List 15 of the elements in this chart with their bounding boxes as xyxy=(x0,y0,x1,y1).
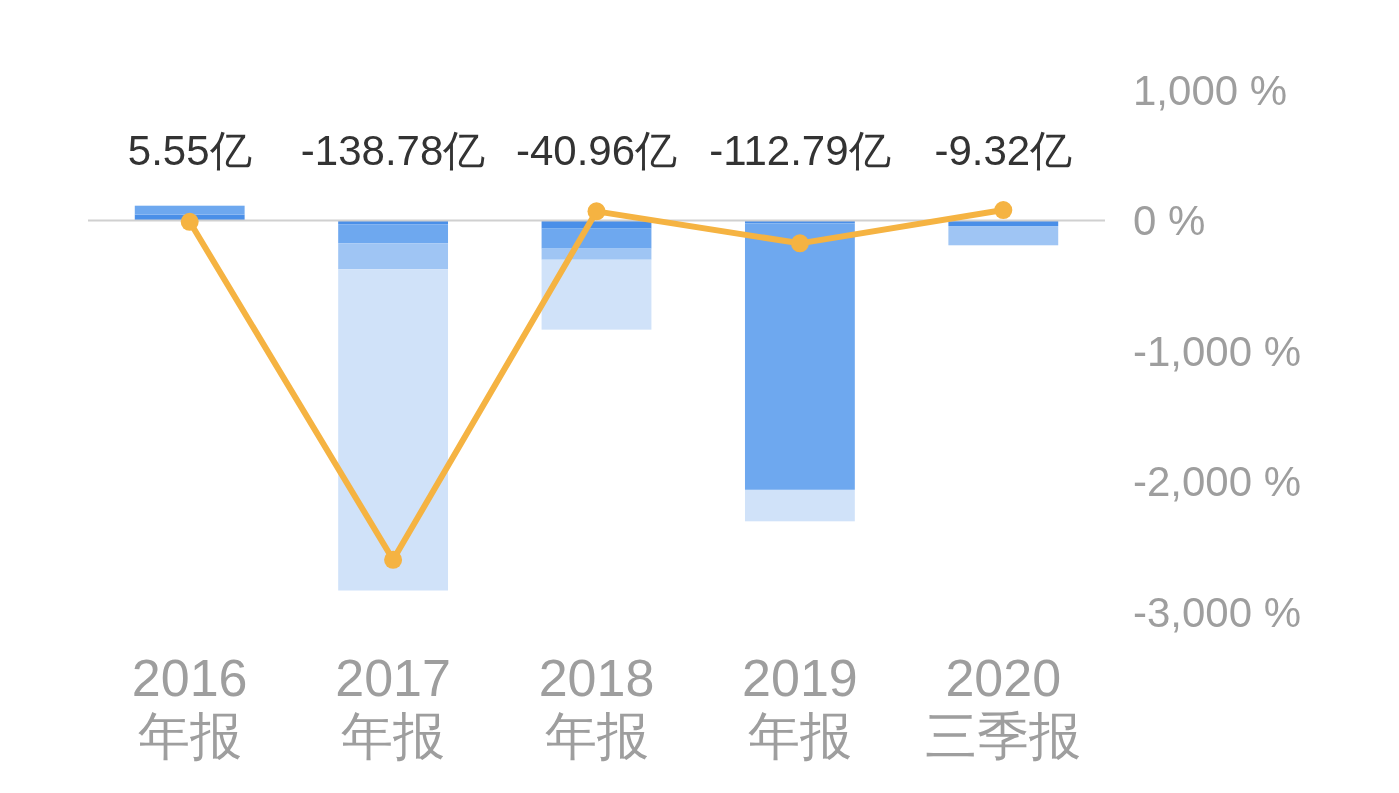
y-tick-label: -2,000 % xyxy=(1133,458,1302,505)
x-tick-label: 2017 年报 xyxy=(335,649,451,765)
annotation: -9.32亿 xyxy=(934,126,1073,174)
x-tick-label: 2019 年报 xyxy=(742,649,858,765)
annotation: -40.96亿 xyxy=(515,126,678,174)
x-tick-label: 2016 年报 xyxy=(131,649,248,765)
annotation: 5.55亿 xyxy=(127,126,252,174)
y-tick-label: -1,000 % xyxy=(1133,327,1302,375)
y-tick-label: -3,000 % xyxy=(1133,588,1302,636)
x-tick-label: 2020 三季报 xyxy=(925,649,1082,765)
annotation: -112.79亿 xyxy=(709,126,891,174)
annotation: -138.78亿 xyxy=(300,126,486,174)
y-tick-label: 0 % xyxy=(1133,197,1206,244)
x-tick-label: 2018 年报 xyxy=(538,649,655,765)
y-tick-label: 1,000 % xyxy=(1133,66,1288,114)
